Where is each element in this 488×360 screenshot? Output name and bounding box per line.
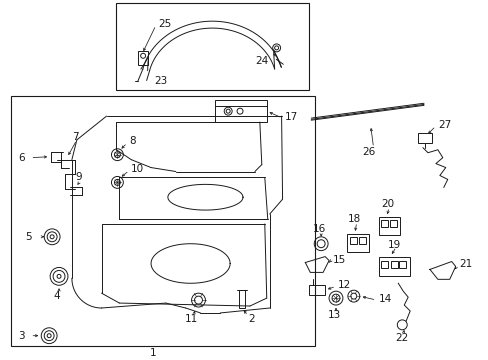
Bar <box>390 261 398 269</box>
Text: 16: 16 <box>312 224 325 234</box>
Text: 2: 2 <box>247 314 254 324</box>
Text: 17: 17 <box>284 112 297 122</box>
Text: 6: 6 <box>18 153 25 163</box>
Text: 18: 18 <box>347 214 361 224</box>
Bar <box>389 220 397 227</box>
Bar <box>346 234 368 252</box>
Text: 12: 12 <box>337 280 350 290</box>
Text: 11: 11 <box>184 314 198 324</box>
Text: 19: 19 <box>387 240 400 250</box>
Text: 24: 24 <box>255 56 268 66</box>
Text: 26: 26 <box>361 147 374 157</box>
Bar <box>381 220 387 227</box>
Text: 20: 20 <box>380 199 393 209</box>
Text: 14: 14 <box>378 294 391 304</box>
Bar <box>116 3 308 90</box>
Bar <box>349 237 356 244</box>
Text: 5: 5 <box>25 232 32 242</box>
Text: 13: 13 <box>327 310 340 320</box>
Text: 10: 10 <box>131 163 144 174</box>
Bar <box>215 100 266 122</box>
Text: 25: 25 <box>158 19 171 29</box>
Text: 22: 22 <box>395 333 408 343</box>
Bar <box>378 217 400 235</box>
Bar <box>308 285 325 295</box>
Text: 3: 3 <box>18 331 25 341</box>
Bar <box>138 51 148 65</box>
Text: 27: 27 <box>437 120 450 130</box>
Text: 9: 9 <box>75 172 82 183</box>
Bar <box>239 290 244 308</box>
Text: 1: 1 <box>149 347 156 357</box>
Text: 4: 4 <box>54 291 60 301</box>
Text: 8: 8 <box>129 136 136 146</box>
Text: 15: 15 <box>332 255 346 265</box>
Bar <box>399 261 406 269</box>
Text: 23: 23 <box>154 76 167 86</box>
Bar <box>11 96 315 346</box>
Bar <box>381 261 387 269</box>
Bar <box>378 257 409 276</box>
Text: 7: 7 <box>72 132 79 142</box>
Text: 21: 21 <box>459 260 472 270</box>
Bar <box>358 237 365 244</box>
Bar <box>417 133 431 143</box>
